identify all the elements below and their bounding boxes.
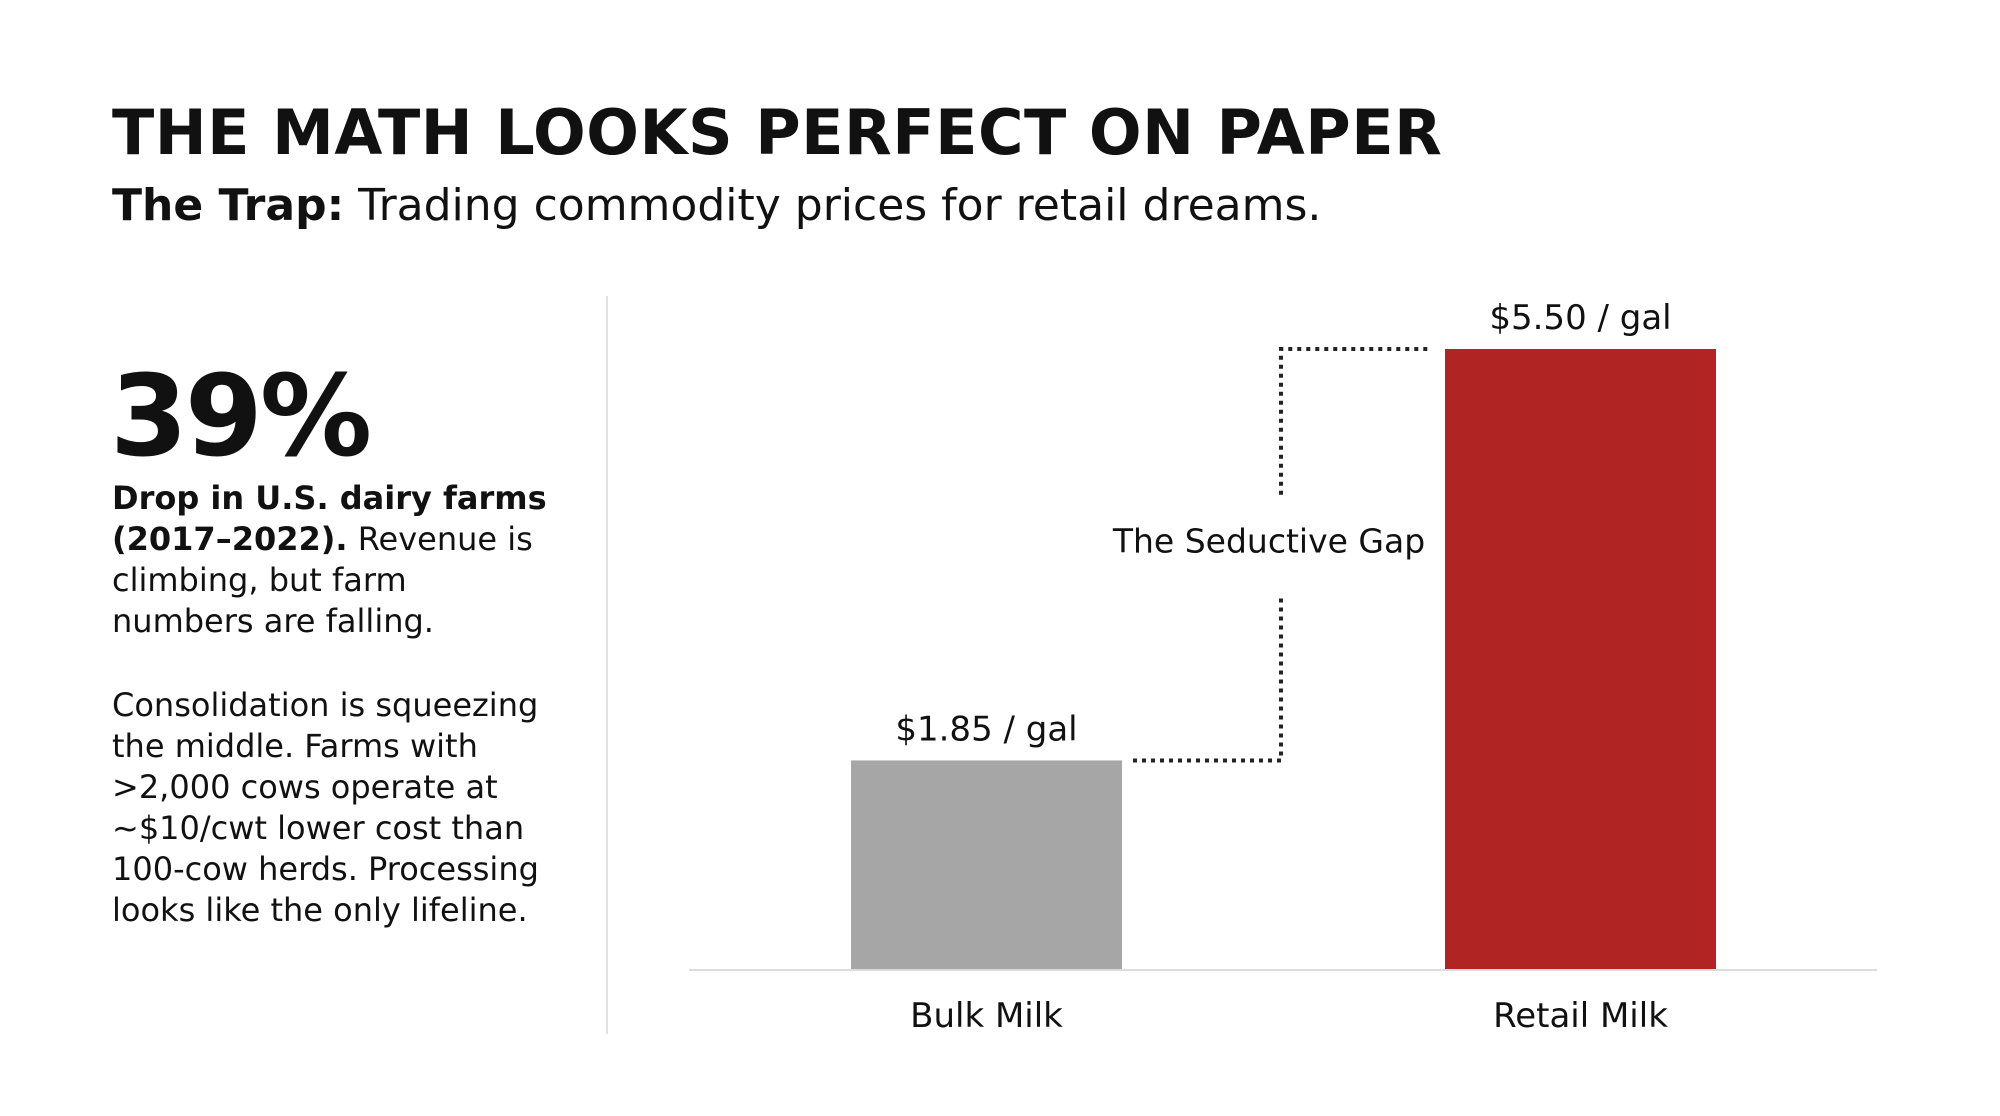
gap-connector-lower: [1133, 594, 1283, 763]
category-label: Retail Milk: [1493, 996, 1668, 1036]
stat-caption: Drop in U.S. dairy farms (2017–2022). Re…: [112, 478, 552, 642]
gap-connector-upper: [1279, 347, 1430, 495]
stat-value: 39%: [110, 352, 372, 482]
page-title: THE MATH LOOKS PERFECT ON PAPER: [112, 96, 1443, 169]
category-label: Bulk Milk: [910, 996, 1063, 1036]
divider: [606, 296, 608, 1034]
subtitle: The Trap: Trading commodity prices for r…: [112, 180, 1321, 231]
value-label: $1.85 / gal: [895, 709, 1077, 749]
gap-annotation: The Seductive Gap: [1112, 522, 1425, 561]
value-label: $5.50 / gal: [1489, 298, 1671, 338]
stat-caption-bold: Drop in U.S. dairy farms (2017–2022).: [112, 479, 547, 558]
stat-caption-text: Revenue is climbing, but farm numbers ar…: [112, 520, 533, 640]
bar-0: [851, 760, 1122, 969]
bar-1: [1445, 349, 1716, 969]
body-text: Consolidation is squeezing the middle. F…: [112, 686, 539, 929]
subtitle-text: Trading commodity prices for retail drea…: [344, 180, 1322, 231]
subtitle-lead: The Trap:: [112, 180, 345, 231]
